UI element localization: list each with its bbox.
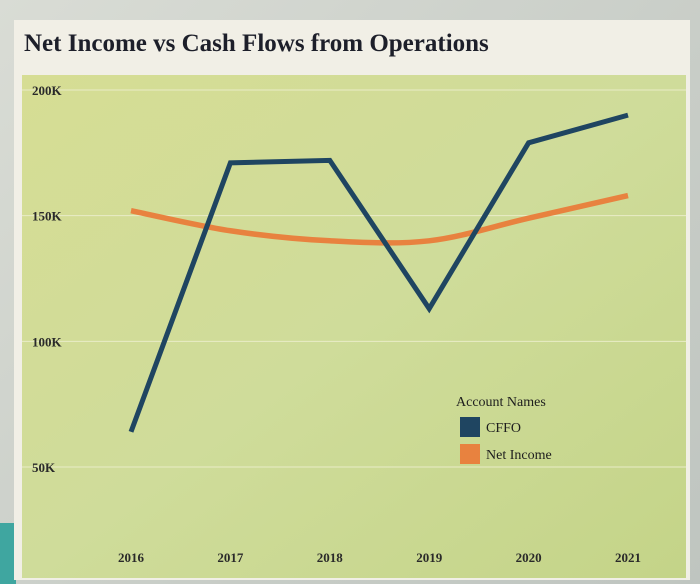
legend-label-net-income: Net Income: [486, 448, 552, 463]
x-tick-label: 2019: [416, 550, 443, 565]
legend: Account Names CFFO Net Income: [456, 395, 552, 464]
legend-title: Account Names: [456, 395, 546, 410]
x-tick-label: 2017: [217, 550, 244, 565]
x-tick-label: 2018: [317, 550, 344, 565]
series-line-cffo: [128, 112, 629, 433]
y-tick-label: 100K: [32, 334, 63, 349]
x-tick-label: 2016: [118, 550, 145, 565]
legend-swatch-cffo: [460, 417, 480, 437]
x-tick-label: 2020: [516, 550, 542, 565]
window-edge: [0, 523, 16, 584]
plot-area: [22, 75, 686, 578]
y-tick-label: 50K: [32, 460, 56, 475]
x-tick-label: 2021: [615, 550, 641, 565]
legend-label-cffo: CFFO: [486, 421, 521, 436]
legend-swatch-net-income: [460, 444, 480, 464]
y-tick-label: 150K: [32, 209, 63, 224]
chart-title: Net Income vs Cash Flows from Operations: [24, 30, 489, 57]
y-tick-label: 200K: [32, 83, 63, 98]
